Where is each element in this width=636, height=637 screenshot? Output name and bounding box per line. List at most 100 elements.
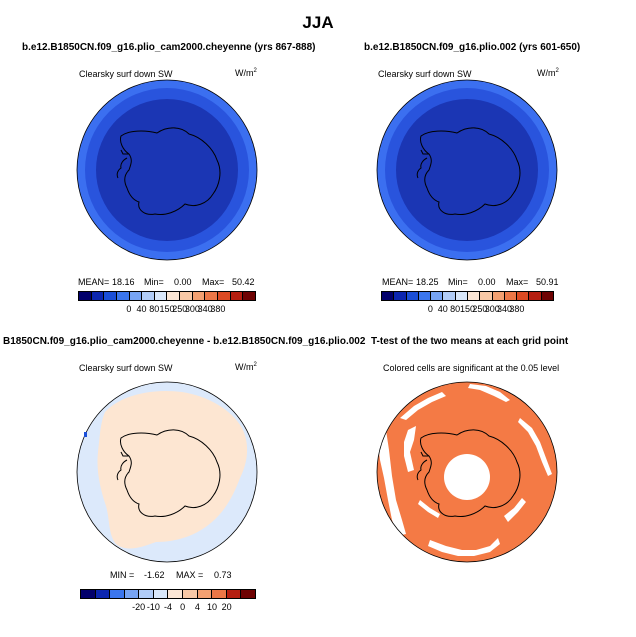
colorbar-swatch <box>180 292 193 300</box>
panel-4-title: T-test of the two means at each grid poi… <box>371 336 569 347</box>
colorbar-tick-label: 250 <box>472 304 488 314</box>
panel-1-max-value: 50.42 <box>232 277 255 287</box>
colorbar-tick-label: 20 <box>221 602 232 612</box>
colorbar-swatch <box>81 590 96 598</box>
colorbar-swatch <box>205 292 219 300</box>
panel-3-peninsula <box>116 451 129 481</box>
panel-1-units: W/m2 <box>235 68 257 78</box>
panel-2-min-value: 0.00 <box>478 277 496 287</box>
colorbar-swatch <box>104 292 117 300</box>
panel-2-field-label: Clearsky surf down SW <box>378 69 472 79</box>
colorbar-swatch <box>218 292 231 300</box>
colorbar-tick-label: 380 <box>509 304 525 314</box>
panel-3-blue-speck <box>84 432 87 437</box>
panel-2-antarctica-outline <box>420 127 521 215</box>
panel-4-white-streak-inner <box>418 500 440 518</box>
colorbar-swatch <box>467 292 481 300</box>
panel-3-antarctica-outline <box>120 429 221 517</box>
colorbar-swatch <box>129 292 143 300</box>
panel-2-min-label: Min= <box>448 277 468 287</box>
colorbar-swatch <box>183 590 198 598</box>
panel-4-white-streak-left <box>378 430 406 536</box>
panel-4-peninsula <box>416 451 429 481</box>
colorbar-swatch <box>541 292 553 300</box>
panel-4-white-streak-top <box>468 384 510 402</box>
colorbar-tick-label: 300 <box>184 304 200 314</box>
colorbar-swatch <box>492 292 505 300</box>
colorbar-swatch <box>124 590 140 598</box>
colorbar-tick-label: -4 <box>163 602 173 612</box>
colorbar-swatch <box>226 590 242 598</box>
panel-3-colorbar-ticks: -20 -10 -4 0 4 10 20 <box>80 602 256 614</box>
colorbar-swatch <box>116 292 130 300</box>
colorbar-swatch <box>168 590 184 598</box>
panel-3-max-value: 0.73 <box>214 570 232 580</box>
colorbar-swatch <box>95 590 111 598</box>
panel-1-stats: MEAN= 18.16 Min= 0.00 Max= 50.42 <box>78 277 258 289</box>
colorbar-tick-label: 80 <box>450 304 461 314</box>
colorbar-tick-label: 0 <box>126 304 132 314</box>
colorbar-swatch <box>142 292 155 300</box>
panel-2-colorbar-ticks: 0 40 80 150 250 300 340 380 <box>381 304 554 316</box>
colorbar-tick-label: 10 <box>206 602 218 612</box>
panel-2-inner-disk <box>396 99 538 241</box>
colorbar-swatch <box>154 292 168 300</box>
colorbar-swatch <box>504 292 518 300</box>
panel-1-min-label: Min= <box>144 277 164 287</box>
colorbar-swatch <box>480 292 493 300</box>
panel-2-max-label: Max= <box>506 277 529 287</box>
panel-2-colorbar <box>381 291 554 301</box>
panel-4-white-streak-lower-left <box>404 426 416 472</box>
panel-1-field-label: Clearsky surf down SW <box>79 69 173 79</box>
panel-3-min-label: MIN = <box>110 570 135 580</box>
panel-3-peach-region <box>97 390 248 549</box>
colorbar-swatch <box>529 292 542 300</box>
colorbar-tick-label: 0 <box>180 602 186 612</box>
panel-4-white-streak-right <box>518 418 552 476</box>
figure-title: JJA <box>302 13 334 32</box>
colorbar-swatch <box>394 292 407 300</box>
panel-3-min-value: -1.62 <box>144 570 165 580</box>
colorbar-tick-label: -20 <box>132 602 146 612</box>
panel-3-stats: MIN = -1.62 MAX = 0.73 <box>110 570 250 582</box>
panel-2-title: b.e12.B1850CN.f09_g16.plio.002 (yrs 601-… <box>364 42 581 53</box>
panel-1-max-label: Max= <box>202 277 225 287</box>
colorbar-swatch <box>110 590 125 598</box>
colorbar-tick-label: -10 <box>146 602 160 612</box>
colorbar-tick-label: 0 <box>427 304 433 314</box>
colorbar-tick-label: 40 <box>136 304 147 314</box>
colorbar-swatch <box>406 292 419 300</box>
colorbar-tick-label: 80 <box>149 304 160 314</box>
colorbar-swatch <box>139 590 154 598</box>
panel-1-min-value: 0.00 <box>174 277 192 287</box>
panel-4-antarctica-outline <box>420 429 521 517</box>
panel-2-stats: MEAN= 18.25 Min= 0.00 Max= 50.91 <box>382 277 562 289</box>
colorbar-swatch <box>212 590 227 598</box>
colorbar-swatch <box>91 292 105 300</box>
panel-1-antarctica-outline <box>120 127 221 215</box>
panel-4-central-white-disk <box>444 454 490 500</box>
panel-1-mean-label: MEAN= <box>78 277 110 287</box>
colorbar-swatch <box>192 292 206 300</box>
panel-1-colorbar <box>78 291 256 301</box>
panel-4-subtitle: Colored cells are significant at the 0.0… <box>383 363 560 373</box>
colorbar-swatch <box>455 292 468 300</box>
panel-2-peninsula <box>416 149 429 179</box>
panel-2-mean-label: MEAN= <box>382 277 414 287</box>
panel-1-inner-disk <box>96 99 238 241</box>
colorbar-swatch <box>418 292 432 300</box>
panel-2-units: W/m2 <box>537 68 559 78</box>
panel-4-border <box>376 381 558 563</box>
colorbar-swatch <box>230 292 244 300</box>
colorbar-tick-label: 4 <box>194 602 200 612</box>
colorbar-swatch <box>153 590 169 598</box>
panel-3-units: W/m2 <box>235 362 257 372</box>
colorbar-tick-label: 340 <box>197 304 213 314</box>
panel-3-border <box>76 381 258 563</box>
panel-3-colorbar <box>80 589 256 599</box>
panel-3-max-label: MAX = <box>176 570 204 580</box>
colorbar-tick-label: 340 <box>497 304 513 314</box>
